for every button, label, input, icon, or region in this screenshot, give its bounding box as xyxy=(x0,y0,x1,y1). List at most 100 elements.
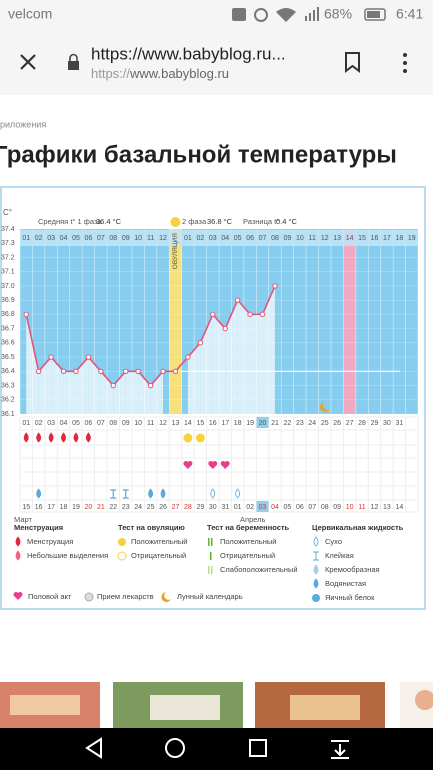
drop-icon xyxy=(61,432,66,443)
page-title: https://www.babyblog.ru... xyxy=(91,44,286,63)
drop-icon xyxy=(15,536,21,547)
legend-item: Лунный календарь xyxy=(177,592,243,601)
day-label: 19 xyxy=(408,235,416,242)
y-tick-label: 37.2 xyxy=(1,254,15,261)
y-tick-label: 36.2 xyxy=(1,397,15,404)
drop-icon xyxy=(313,536,319,547)
date-label: 06 xyxy=(85,420,93,427)
drop-icon xyxy=(235,488,241,499)
url[interactable]: https://www.babyblog.ru xyxy=(91,66,229,81)
temperature-point xyxy=(48,354,54,360)
day-label: 18 xyxy=(395,235,403,242)
date-label: 18 xyxy=(234,420,242,427)
temperature-point xyxy=(210,311,216,318)
clock: 6:41 xyxy=(396,6,423,22)
legend-icon xyxy=(210,552,212,560)
date-label: 03 xyxy=(259,504,267,511)
legend-item: Менструация xyxy=(27,537,73,546)
date-label: 26 xyxy=(159,504,167,511)
summary-text: 2 фаза xyxy=(182,217,207,226)
day-label: 06 xyxy=(85,235,93,242)
date-label: 25 xyxy=(147,504,155,511)
breadcrumb[interactable]: риложения xyxy=(0,119,46,129)
temperature-point xyxy=(23,311,29,318)
date-label: 27 xyxy=(172,504,180,511)
legend-item: Яичный белок xyxy=(325,593,375,602)
y-tick-label: 36.6 xyxy=(1,340,15,347)
summary-text: 0.4 °C xyxy=(276,217,298,226)
recent-button[interactable] xyxy=(249,739,267,757)
legend-icon xyxy=(211,538,213,546)
carrier: velcom xyxy=(8,6,52,22)
drop-icon xyxy=(15,550,21,561)
date-label: 30 xyxy=(383,420,391,427)
y-tick-label: 36.1 xyxy=(1,411,15,418)
date-label: 12 xyxy=(371,504,379,511)
menu-button[interactable] xyxy=(403,53,407,73)
date-label: 11 xyxy=(358,504,365,511)
temperature-point xyxy=(272,283,278,289)
day-header xyxy=(20,230,418,246)
sticky-icon xyxy=(110,489,117,499)
heart-icon xyxy=(13,592,23,600)
date-label: 08 xyxy=(109,420,117,427)
date-label: 23 xyxy=(122,504,130,511)
date-label: 25 xyxy=(321,420,329,427)
date-label: 20 xyxy=(259,420,267,427)
date-label: 29 xyxy=(371,420,379,427)
temperature-point xyxy=(222,325,228,332)
date-label: 11 xyxy=(147,420,154,427)
date-label: 16 xyxy=(209,420,217,427)
bookmark-button[interactable] xyxy=(345,52,360,74)
temperature-point xyxy=(197,340,204,346)
date-label: 01 xyxy=(22,420,30,427)
temperature-point xyxy=(247,311,253,318)
day-label: 07 xyxy=(97,235,105,242)
legend-item: Половой акт xyxy=(28,592,72,601)
day-label: 16 xyxy=(371,235,379,242)
date-label: 21 xyxy=(271,420,279,427)
legend-item: Слабоположительный xyxy=(220,565,298,574)
back-button[interactable] xyxy=(85,737,102,759)
heart-icon xyxy=(208,461,218,469)
date-label: 14 xyxy=(395,504,403,511)
legend-item: Сухо xyxy=(325,537,342,546)
date-label: 15 xyxy=(196,420,204,427)
temperature-point xyxy=(73,368,79,375)
date-label: 10 xyxy=(134,420,142,427)
date-label: 07 xyxy=(97,420,105,427)
legend-title: Тест на беременность xyxy=(207,523,290,532)
day-label: 01 xyxy=(22,235,30,242)
heading: Графики базальной температуры xyxy=(0,141,397,168)
legend-item: Положительный xyxy=(220,537,276,546)
date-label: 14 xyxy=(184,420,192,427)
date-label: 17 xyxy=(47,504,55,511)
day-label: 05 xyxy=(234,235,242,242)
ovulation-label: ОВУЛЯЦИЯ xyxy=(172,233,179,270)
date-label: 10 xyxy=(346,504,354,511)
drop-icon xyxy=(73,432,79,443)
status-icons xyxy=(232,7,386,22)
current-date xyxy=(256,501,269,512)
drop-icon xyxy=(23,432,29,443)
summary-text: 36.4 °C xyxy=(96,217,122,226)
ov-test-icon xyxy=(183,433,193,443)
close-button[interactable] xyxy=(20,54,36,70)
date-label: 04 xyxy=(60,420,68,427)
download-button[interactable] xyxy=(331,740,349,759)
marked-column xyxy=(343,229,356,414)
date-label: 31 xyxy=(221,504,229,511)
drop-icon xyxy=(148,488,153,499)
date-label: 20 xyxy=(85,504,93,511)
day-label: 04 xyxy=(60,235,68,242)
day-label: 12 xyxy=(159,235,167,242)
url-host: www.babyblog.ru xyxy=(129,66,229,81)
date-label: 24 xyxy=(134,504,142,511)
date-label: 24 xyxy=(308,420,316,427)
legend-item: Клейкая xyxy=(325,551,354,560)
home-button[interactable] xyxy=(165,738,185,758)
temperature-point xyxy=(185,354,191,360)
drop-icon xyxy=(210,488,216,499)
month-label: Март xyxy=(14,515,33,524)
